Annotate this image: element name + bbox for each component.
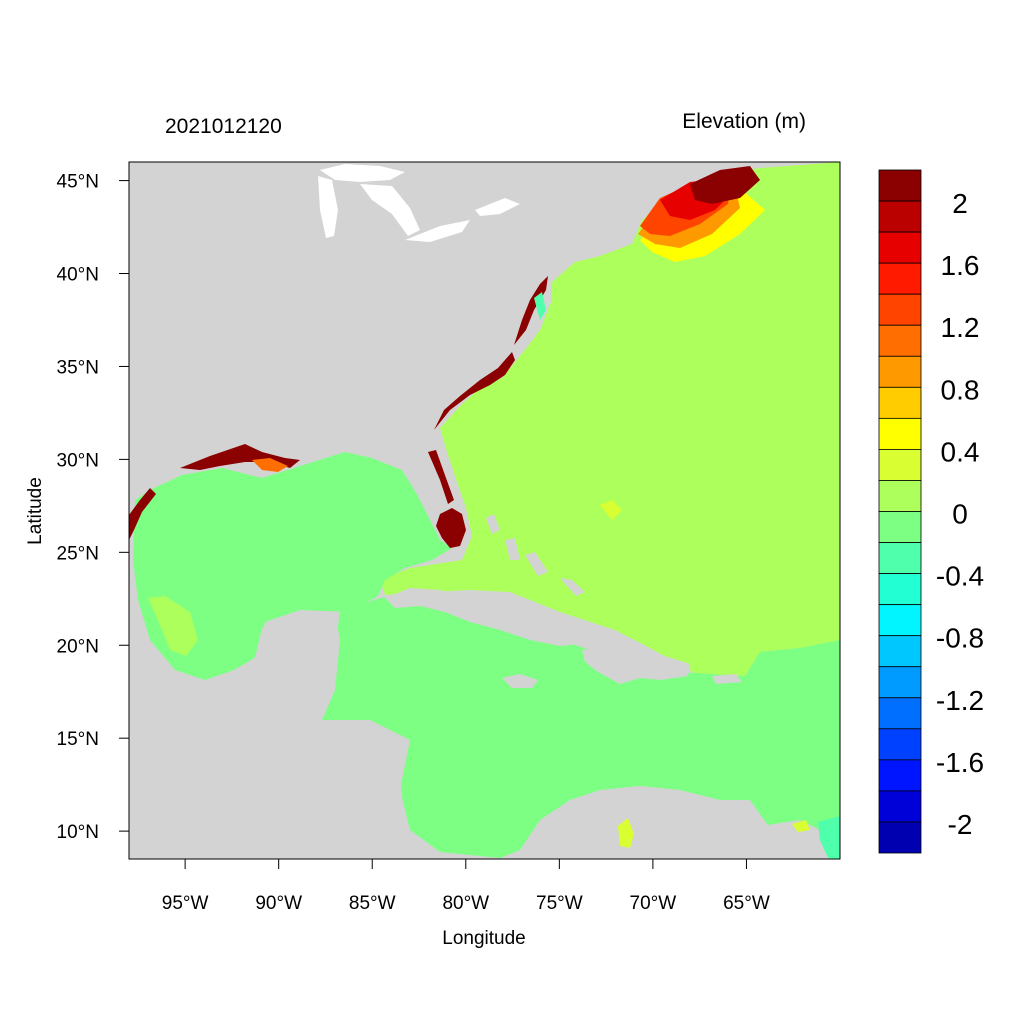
florida-east-coast-surge xyxy=(428,450,454,504)
map-panel: 95°W 90°W 85°W 80°W 75°W 70°W 65°W 45°N 40°N 35°… xyxy=(57,161,841,914)
colorbar-swatch xyxy=(878,262,922,295)
hispaniola-land xyxy=(582,646,690,684)
map-frame xyxy=(128,161,841,860)
colorbar-label: 2 xyxy=(952,188,968,219)
jamaica-land xyxy=(502,674,538,688)
y-tick-label: 45°N xyxy=(57,172,99,193)
colorbar-swatch xyxy=(878,604,922,637)
y-axis-ticks: 45°N 40°N 35°N 30°N 25°N 20°N 15°N 10°N xyxy=(57,172,129,843)
colorbar-swatch xyxy=(878,417,922,450)
colorbar-swatch xyxy=(878,480,922,512)
colorbar-swatch xyxy=(878,231,922,264)
mississippi-delta-surge xyxy=(252,458,288,472)
y-tick-label: 10°N xyxy=(57,822,99,843)
colorbar-swatch xyxy=(878,542,922,574)
colorbar-swatch xyxy=(878,666,922,699)
yucatan-land xyxy=(200,612,340,722)
florida-land xyxy=(372,452,458,548)
y-tick-label: 20°N xyxy=(57,636,99,657)
lake-maracaibo xyxy=(618,818,634,848)
lake-superior xyxy=(320,164,405,182)
mid-atlantic-surge xyxy=(514,276,548,345)
x-tick-label: 95°W xyxy=(162,893,209,914)
colorbar-label: -1.2 xyxy=(936,685,984,716)
colorbar-label: -1.6 xyxy=(936,747,984,778)
variable-title: Elevation (m) xyxy=(682,110,806,133)
colorbar-swatch xyxy=(878,697,922,730)
y-tick-label: 25°N xyxy=(57,543,99,564)
lake-huron xyxy=(360,184,420,236)
y-tick-label: 15°N xyxy=(57,729,99,750)
gulf-coast-surge xyxy=(180,444,300,470)
cape-cod-negative xyxy=(534,292,546,320)
x-tick-label: 75°W xyxy=(536,893,583,914)
colorbar-label: 1.2 xyxy=(941,312,980,343)
florida-surge-high xyxy=(436,508,466,548)
colorbar-label: 0.8 xyxy=(941,374,980,405)
x-tick-label: 85°W xyxy=(349,893,396,914)
bahamas-land xyxy=(486,514,585,596)
venezuela-coast-positive xyxy=(792,820,810,832)
central-america-land xyxy=(129,720,440,859)
lake-michigan xyxy=(318,176,338,238)
colorbar-swatch xyxy=(878,324,922,357)
x-tick-label: 65°W xyxy=(723,893,770,914)
x-tick-label: 70°W xyxy=(630,893,677,914)
puerto-rico-land xyxy=(712,674,742,684)
south-america-land xyxy=(520,790,840,859)
colorbar-swatch xyxy=(878,386,922,419)
gulf-of-maine-surge-max xyxy=(690,166,760,204)
x-axis-label: Longitude xyxy=(442,928,525,949)
caribbean-sea-region xyxy=(320,595,840,859)
x-axis-ticks: 95°W 90°W 85°W 80°W 75°W 70°W 65°W xyxy=(162,859,770,914)
colorbar-label: 1.6 xyxy=(941,250,980,281)
colorbar-swatch xyxy=(878,293,922,326)
colorbar-swatch xyxy=(878,635,922,668)
colorbar-label: 0 xyxy=(952,499,968,530)
campeche-bank xyxy=(148,596,198,656)
caicos-bank-positive xyxy=(600,500,622,520)
colorbar-swatch xyxy=(878,759,922,792)
colorbar-swatch xyxy=(878,790,922,823)
y-tick-label: 35°N xyxy=(57,357,99,378)
x-tick-label: 80°W xyxy=(442,893,489,914)
cuba-land xyxy=(385,588,580,646)
gulf-of-mexico-region xyxy=(133,452,452,680)
colorbar-swatch xyxy=(878,511,922,543)
lake-erie xyxy=(405,220,470,242)
carolina-coast-surge xyxy=(434,352,515,430)
colorbar: 2 1.6 1.2 0.8 0.4 0 -0.4 -0.8 -1.2 -1.6 -2 xyxy=(878,169,984,854)
y-axis-label: Latitude xyxy=(25,477,46,545)
colorbar-label: 0.4 xyxy=(941,436,980,467)
y-tick-label: 30°N xyxy=(57,450,99,471)
atlantic-ocean-region xyxy=(380,162,840,676)
colorbar-swatch xyxy=(878,449,922,481)
colorbar-swatch xyxy=(878,200,922,233)
colorbar-swatch xyxy=(878,573,922,606)
colorbar-label: -0.8 xyxy=(936,623,984,654)
colorbar-swatch xyxy=(878,355,922,388)
texas-coast-surge xyxy=(129,488,156,540)
y-tick-label: 40°N xyxy=(57,265,99,286)
colorbar-swatch xyxy=(878,728,922,761)
x-tick-label: 90°W xyxy=(255,893,302,914)
colorbar-swatch xyxy=(878,169,922,202)
trinidad-negative xyxy=(818,816,840,859)
colorbar-swatch xyxy=(878,821,922,854)
colorbar-label: -0.4 xyxy=(936,561,984,592)
lake-ontario xyxy=(475,198,520,216)
timestamp-label: 2021012120 xyxy=(165,115,282,138)
colorbar-label: -2 xyxy=(948,809,973,840)
